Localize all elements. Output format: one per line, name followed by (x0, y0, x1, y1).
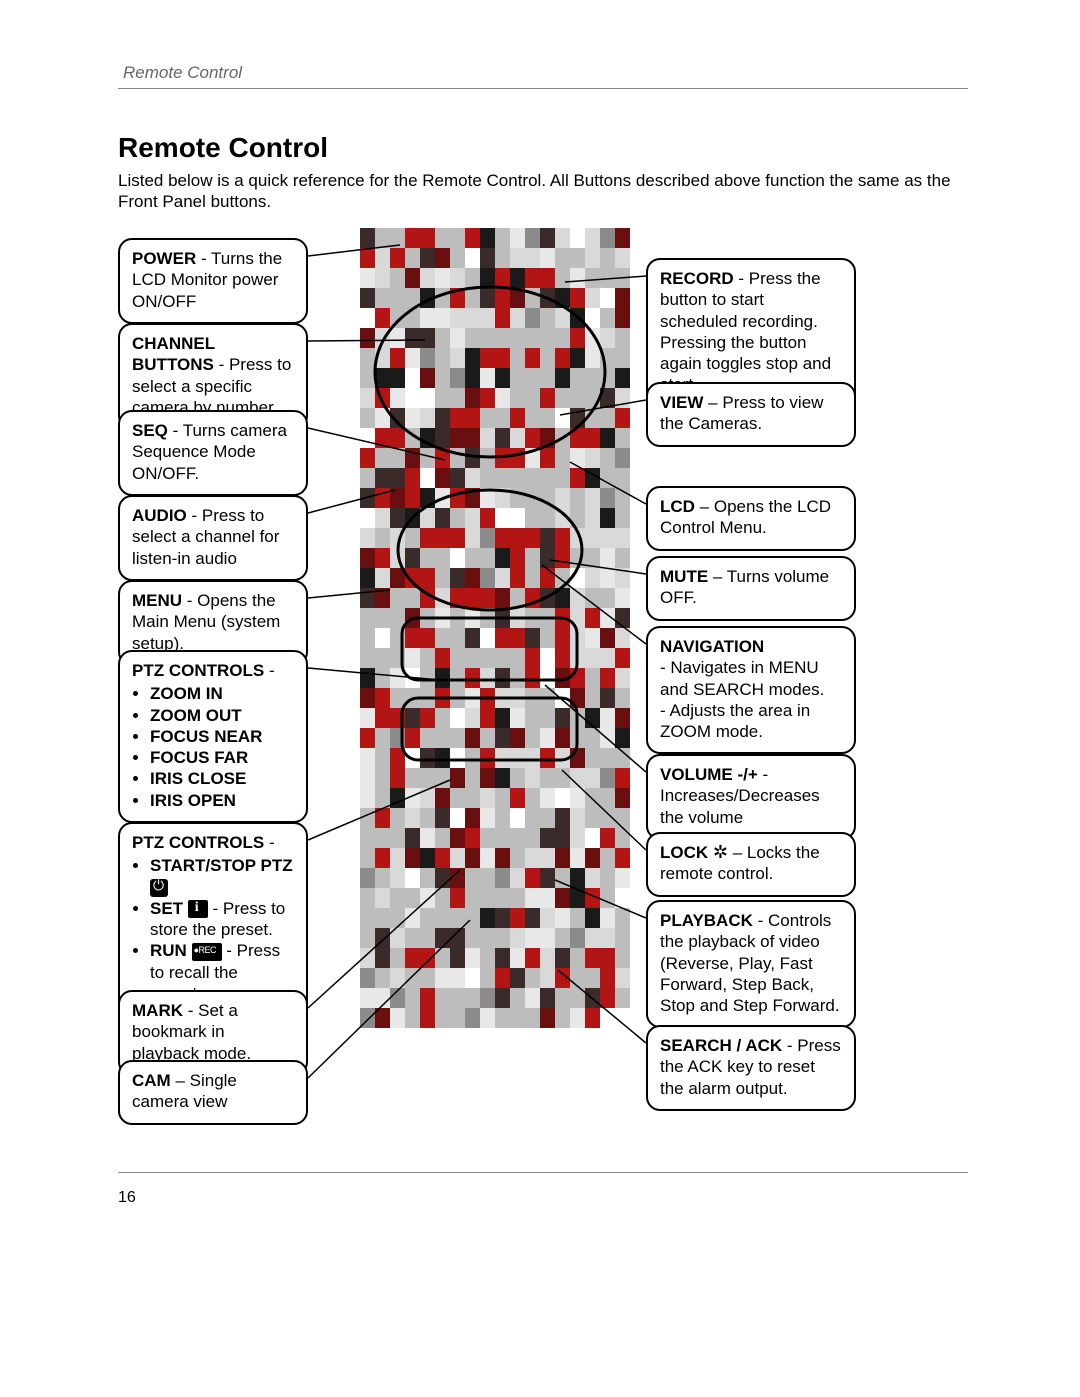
remote-image (360, 228, 630, 1028)
page-title: Remote Control (118, 130, 328, 165)
callout-box: LOCK ✲ – Locks the remote control. (646, 832, 856, 897)
callout-box: SEARCH / ACK - Press the ACK key to rese… (646, 1025, 856, 1111)
bottom-rule (118, 1172, 968, 1173)
page-number: 16 (118, 1188, 136, 1208)
power-icon (150, 879, 168, 897)
rec-icon (192, 943, 222, 961)
set-icon (188, 900, 208, 918)
running-head: Remote Control (123, 62, 242, 83)
callout-box: AUDIO - Press to select a channel for li… (118, 495, 308, 581)
callout-box: PLAYBACK - Controls the playback of vide… (646, 900, 856, 1028)
callout-box: VOLUME -/+ - Increases/Decreases the vol… (646, 754, 856, 840)
callout-box: MUTE – Turns volume OFF. (646, 556, 856, 621)
callout-box: VIEW – Press to view the Cameras. (646, 382, 856, 447)
page: Remote Control Remote Control Listed bel… (0, 0, 1080, 1397)
callout-box: LCD – Opens the LCD Control Menu. (646, 486, 856, 551)
callout-box: NAVIGATION- Navigates in MENU and SEARCH… (646, 626, 856, 754)
callout-box: POWER - Turns the LCD Monitor power ON/O… (118, 238, 308, 324)
callout-box: PTZ CONTROLS - START/STOP PTZ SET - Pres… (118, 822, 308, 1016)
callout-box: CAM – Single camera view (118, 1060, 308, 1125)
callout-box: SEQ - Turns camera Sequence Mode ON/OFF. (118, 410, 308, 496)
top-rule (118, 88, 968, 89)
callout-box: PTZ CONTROLS - ZOOM INZOOM OUTFOCUS NEAR… (118, 650, 308, 823)
intro-paragraph: Listed below is a quick reference for th… (118, 170, 968, 213)
